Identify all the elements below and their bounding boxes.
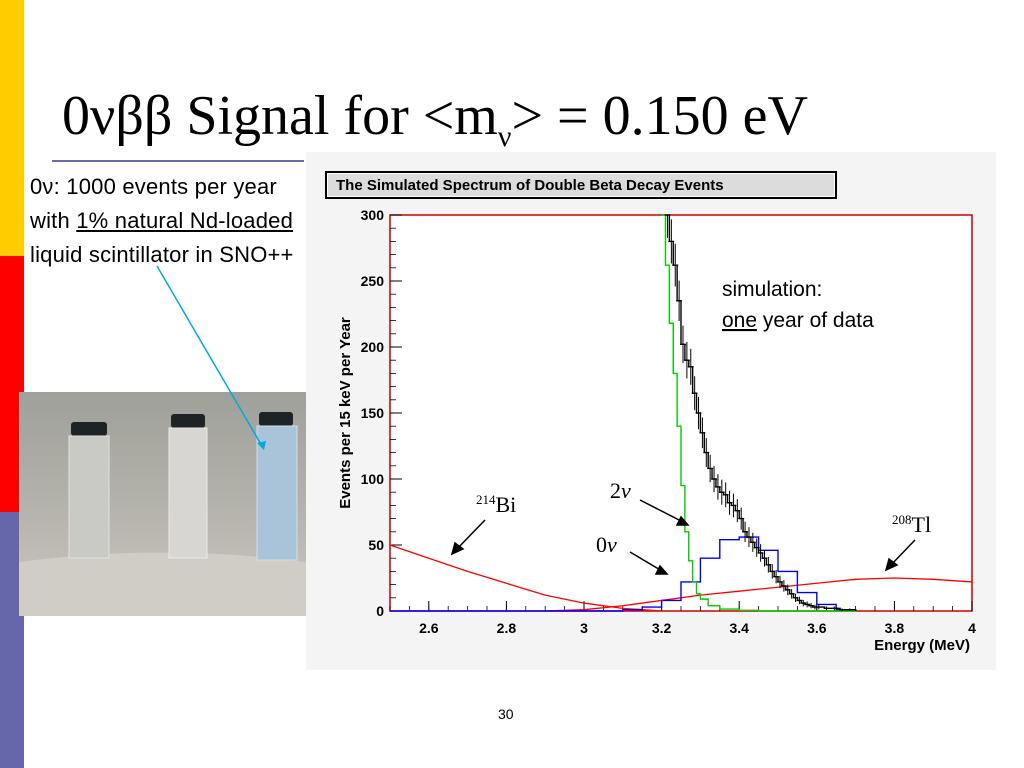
y-tick-label: 50: [368, 537, 384, 553]
x-tick-label: 3.4: [729, 620, 749, 636]
title-underline-rule: [52, 160, 304, 162]
y-tick-label: 0: [376, 603, 384, 619]
y-tick-label: 300: [361, 207, 385, 223]
page-number: 30: [498, 706, 514, 722]
y-tick-label: 200: [361, 339, 385, 355]
title-subscript: ν: [497, 120, 512, 153]
annotation-year: year of data: [757, 309, 874, 332]
annotation-simulation: simulation:: [722, 278, 822, 301]
x-tick-label: 3: [580, 620, 588, 636]
title-prefix: 0: [62, 85, 90, 147]
annotation-one-year: one year of data: [722, 309, 874, 332]
tl208-arrow: [889, 539, 916, 567]
x-tick-label: 3.8: [885, 620, 905, 636]
chart-title: The Simulated Spectrum of Double Beta De…: [336, 177, 724, 194]
series-tl208-curve: [545, 577, 973, 612]
x-tick-label: 3.2: [652, 620, 672, 636]
bi214-arrow: [455, 519, 486, 551]
series-layer: [389, 214, 973, 612]
bi214-label: 214Bi: [476, 492, 516, 517]
body-text: 0ν: 1000 events per year with 1% natural…: [30, 170, 320, 272]
chart-title-fill: [328, 174, 834, 196]
x-axis-label: Energy (MeV): [874, 637, 970, 654]
zero-nu-label: 0ν: [596, 532, 617, 557]
y-axis-label: Events per 15 keV per Year: [337, 317, 354, 509]
zero-nu-symbol: ν: [607, 532, 617, 557]
slide-title: 0νββ Signal for <mν> = 0.150 eV: [62, 80, 808, 173]
two-nu-label: 2ν: [610, 478, 631, 503]
series-two-nu-histogram: [661, 214, 856, 612]
zero-nu-number: 0: [596, 532, 607, 557]
y-tick-label: 150: [361, 405, 385, 421]
bi214-arrowhead: [450, 541, 465, 556]
y-tick-label: 100: [361, 471, 385, 487]
title-mid: Signal for <m: [172, 85, 498, 147]
x-tick-label: 2.8: [497, 620, 517, 636]
sidebar-yellow-band: [0, 0, 24, 256]
two-nu-symbol: ν: [621, 478, 631, 503]
zero-nu-arrowhead: [654, 564, 669, 575]
body-text-underlined: 1% natural Nd-loaded: [76, 208, 294, 233]
series-zero-nu-histogram: [390, 536, 857, 612]
tl208-label: 208Tl: [892, 512, 931, 537]
x-tick-label: 4: [968, 620, 976, 636]
two-nu-number: 2: [610, 478, 621, 503]
body-text-prefix: 0ν: 1000 events per year with: [30, 174, 277, 233]
x-tick-label: 3.6: [807, 620, 827, 636]
tl208-arrowhead: [884, 557, 899, 572]
bi214-mass-number: 214: [476, 492, 496, 507]
two-nu-arrow: [639, 499, 684, 523]
vial-white: [168, 414, 208, 559]
body-text-suffix: liquid scintillator in SNO++: [30, 242, 294, 267]
vial-pointer-arrowhead: [257, 441, 266, 450]
three-scintillator-vials: [19, 392, 319, 616]
vial-pointer-arrow: [156, 265, 263, 447]
tl208-mass-number: 208: [892, 512, 912, 527]
plot-frame: [389, 214, 973, 612]
y-tick-label: 250: [361, 273, 385, 289]
axis-ticks: 2.6 2.8 3 3.2 3.4 3.6 3.8 4 0 50 100 150 200 250 300: [361, 207, 976, 636]
vial-clear: [68, 422, 110, 559]
annotation-one: one: [722, 309, 757, 332]
title-suffix: > = 0.150 eV: [511, 85, 808, 147]
x-tick-label: 2.6: [419, 620, 439, 636]
bi214-symbol: Bi: [496, 492, 517, 517]
title-greek: νββ: [90, 85, 173, 147]
two-nu-arrowhead: [675, 515, 690, 526]
tl208-symbol: Tl: [912, 512, 932, 537]
series-bi214-curve: [389, 544, 662, 612]
zero-nu-arrow: [629, 551, 663, 572]
